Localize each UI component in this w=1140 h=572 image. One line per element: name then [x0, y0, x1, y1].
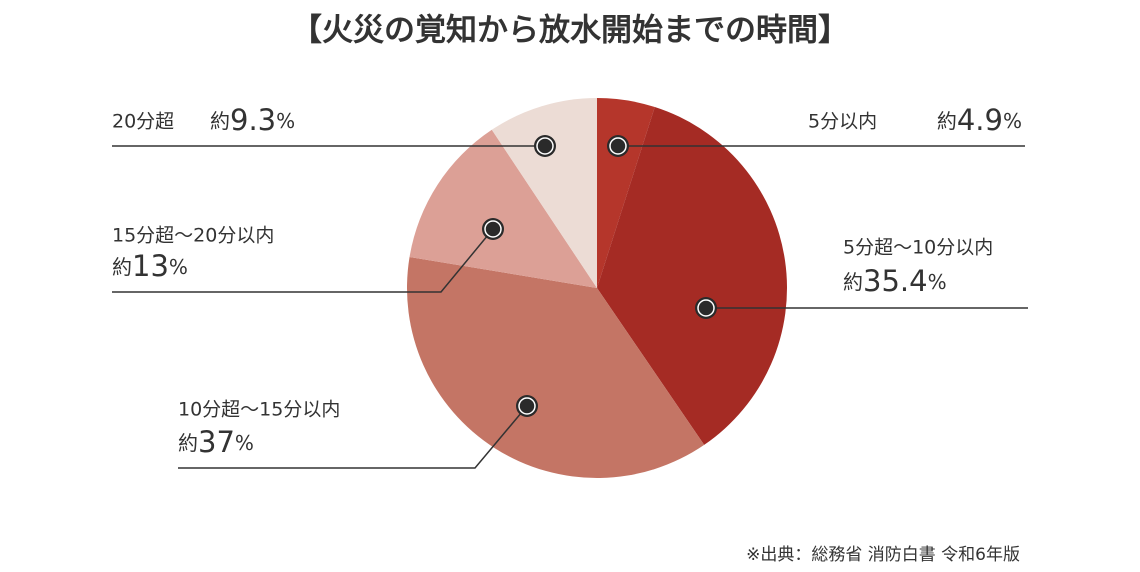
marker-dot	[536, 137, 554, 155]
marker-dot	[484, 220, 502, 238]
slice-label: 5分超～10分以内	[843, 237, 993, 259]
chart-title: 【火災の覚知から放水開始までの時間】	[291, 13, 849, 49]
leader-line	[112, 228, 494, 293]
marker-dot	[697, 299, 715, 317]
slice-label: 15分超～20分以内	[112, 225, 274, 247]
value-label: 約35.4%	[843, 264, 947, 298]
pie-slice	[409, 129, 597, 288]
value-label: 約9.3%	[210, 103, 295, 137]
value-label: 約37%	[178, 425, 254, 459]
leader-line	[178, 405, 528, 469]
slice-label: 5分以内	[808, 111, 877, 133]
marker-dot	[609, 137, 627, 155]
source-note: ※出典：総務省 消防白書 令和6年版	[746, 545, 1020, 565]
slice-label: 20分超	[112, 111, 174, 133]
marker-dot	[518, 397, 536, 415]
pie-slice	[407, 256, 705, 478]
value-label: 約4.9%	[937, 103, 1022, 137]
pie-slice	[597, 107, 788, 445]
slice-label: 10分超～15分以内	[178, 399, 340, 421]
value-label: 約13%	[112, 249, 188, 283]
